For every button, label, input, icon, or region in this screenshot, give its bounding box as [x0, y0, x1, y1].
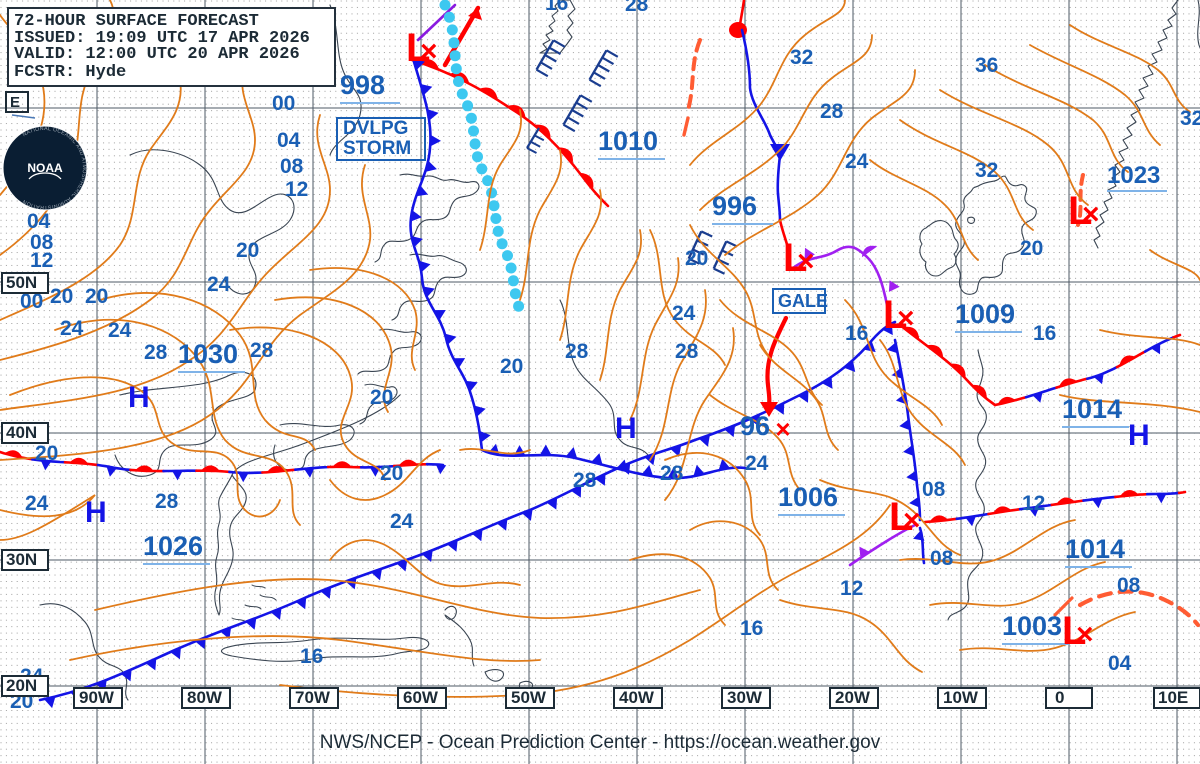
svg-text:996: 996 [712, 191, 757, 221]
svg-text:24: 24 [745, 452, 769, 475]
svg-text:1014: 1014 [1065, 534, 1125, 564]
svg-text:16: 16 [740, 617, 763, 640]
svg-text:0: 0 [1055, 688, 1064, 707]
svg-text:50N: 50N [6, 273, 37, 292]
svg-text:00: 00 [272, 92, 295, 115]
svg-text:28: 28 [144, 341, 168, 364]
svg-text:04: 04 [277, 129, 301, 152]
svg-text:28: 28 [565, 340, 589, 363]
svg-text:H: H [1128, 419, 1150, 452]
svg-text:32: 32 [975, 159, 998, 182]
svg-text:12: 12 [285, 178, 308, 201]
svg-text:STORM: STORM [343, 138, 411, 159]
svg-text:28: 28 [660, 462, 684, 485]
svg-text:12: 12 [30, 249, 53, 272]
svg-text:30N: 30N [6, 550, 37, 569]
svg-text:24: 24 [25, 492, 49, 515]
svg-text:1003: 1003 [1002, 611, 1062, 641]
svg-text:20: 20 [35, 442, 58, 465]
svg-text:1014: 1014 [1062, 394, 1122, 424]
svg-text:96: 96 [740, 411, 770, 441]
svg-text:20: 20 [236, 239, 259, 262]
svg-text:24: 24 [207, 273, 231, 296]
svg-text:1023: 1023 [1107, 162, 1160, 189]
svg-text:32: 32 [1180, 107, 1200, 130]
svg-text:28: 28 [820, 100, 844, 123]
svg-text:DVLPG: DVLPG [343, 118, 408, 139]
svg-text:28: 28 [250, 339, 274, 362]
svg-text:20: 20 [370, 386, 393, 409]
svg-text:08: 08 [1117, 574, 1141, 597]
svg-text:1030: 1030 [178, 339, 238, 369]
svg-text:04: 04 [1108, 652, 1132, 675]
svg-text:28: 28 [155, 490, 179, 513]
svg-text:24: 24 [390, 510, 414, 533]
svg-text:24: 24 [672, 302, 696, 325]
svg-text:998: 998 [340, 70, 385, 100]
svg-text:20: 20 [685, 247, 708, 270]
svg-text:24: 24 [845, 150, 869, 173]
svg-text:16: 16 [845, 322, 868, 345]
svg-text:28: 28 [625, 0, 649, 16]
svg-text:20: 20 [50, 285, 73, 308]
svg-text:16: 16 [545, 0, 568, 15]
svg-text:H: H [615, 412, 637, 445]
svg-text:12: 12 [840, 577, 863, 600]
svg-text:H: H [128, 381, 150, 414]
svg-text:40W: 40W [619, 688, 655, 707]
svg-text:20: 20 [380, 462, 403, 485]
svg-text:28: 28 [675, 340, 699, 363]
svg-text:28: 28 [573, 469, 597, 492]
svg-text:H: H [85, 496, 107, 529]
svg-text:24: 24 [108, 319, 132, 342]
svg-text:24: 24 [60, 317, 84, 340]
svg-text:VALID: 12:00 UTC 20 APR 2026: VALID: 12:00 UTC 20 APR 2026 [14, 45, 300, 64]
svg-text:FCSTR: Hyde: FCSTR: Hyde [14, 63, 126, 82]
svg-text:60W: 60W [403, 688, 439, 707]
svg-text:08: 08 [280, 155, 304, 178]
svg-text:40N: 40N [6, 423, 37, 442]
svg-text:×: × [775, 414, 790, 444]
svg-text:1026: 1026 [143, 531, 203, 561]
svg-text:08: 08 [930, 547, 954, 570]
svg-text:16: 16 [1033, 322, 1056, 345]
svg-text:20: 20 [1020, 237, 1043, 260]
svg-text:20W: 20W [835, 688, 871, 707]
svg-text:GALE: GALE [778, 291, 828, 311]
svg-text:04: 04 [27, 210, 51, 233]
svg-text:32: 32 [790, 46, 813, 69]
svg-text:E: E [10, 94, 20, 111]
svg-text:1010: 1010 [598, 126, 658, 156]
svg-text:12: 12 [1022, 492, 1045, 515]
svg-text:50W: 50W [511, 688, 547, 707]
svg-text:1009: 1009 [955, 299, 1015, 329]
svg-text:36: 36 [975, 54, 998, 77]
svg-text:16: 16 [300, 645, 323, 668]
svg-text:30W: 30W [727, 688, 763, 707]
svg-text:80W: 80W [187, 688, 223, 707]
svg-text:10W: 10W [943, 688, 979, 707]
svg-text:1006: 1006 [778, 482, 838, 512]
svg-text:10E: 10E [1158, 688, 1188, 707]
svg-text:70W: 70W [295, 688, 331, 707]
svg-text:20N: 20N [6, 676, 37, 695]
svg-text:90W: 90W [79, 688, 115, 707]
svg-text:20: 20 [85, 285, 108, 308]
svg-text:NWS/NCEP - Ocean Prediction Ce: NWS/NCEP - Ocean Prediction Center - htt… [320, 732, 881, 753]
svg-text:20: 20 [500, 355, 523, 378]
svg-text:08: 08 [922, 478, 946, 501]
